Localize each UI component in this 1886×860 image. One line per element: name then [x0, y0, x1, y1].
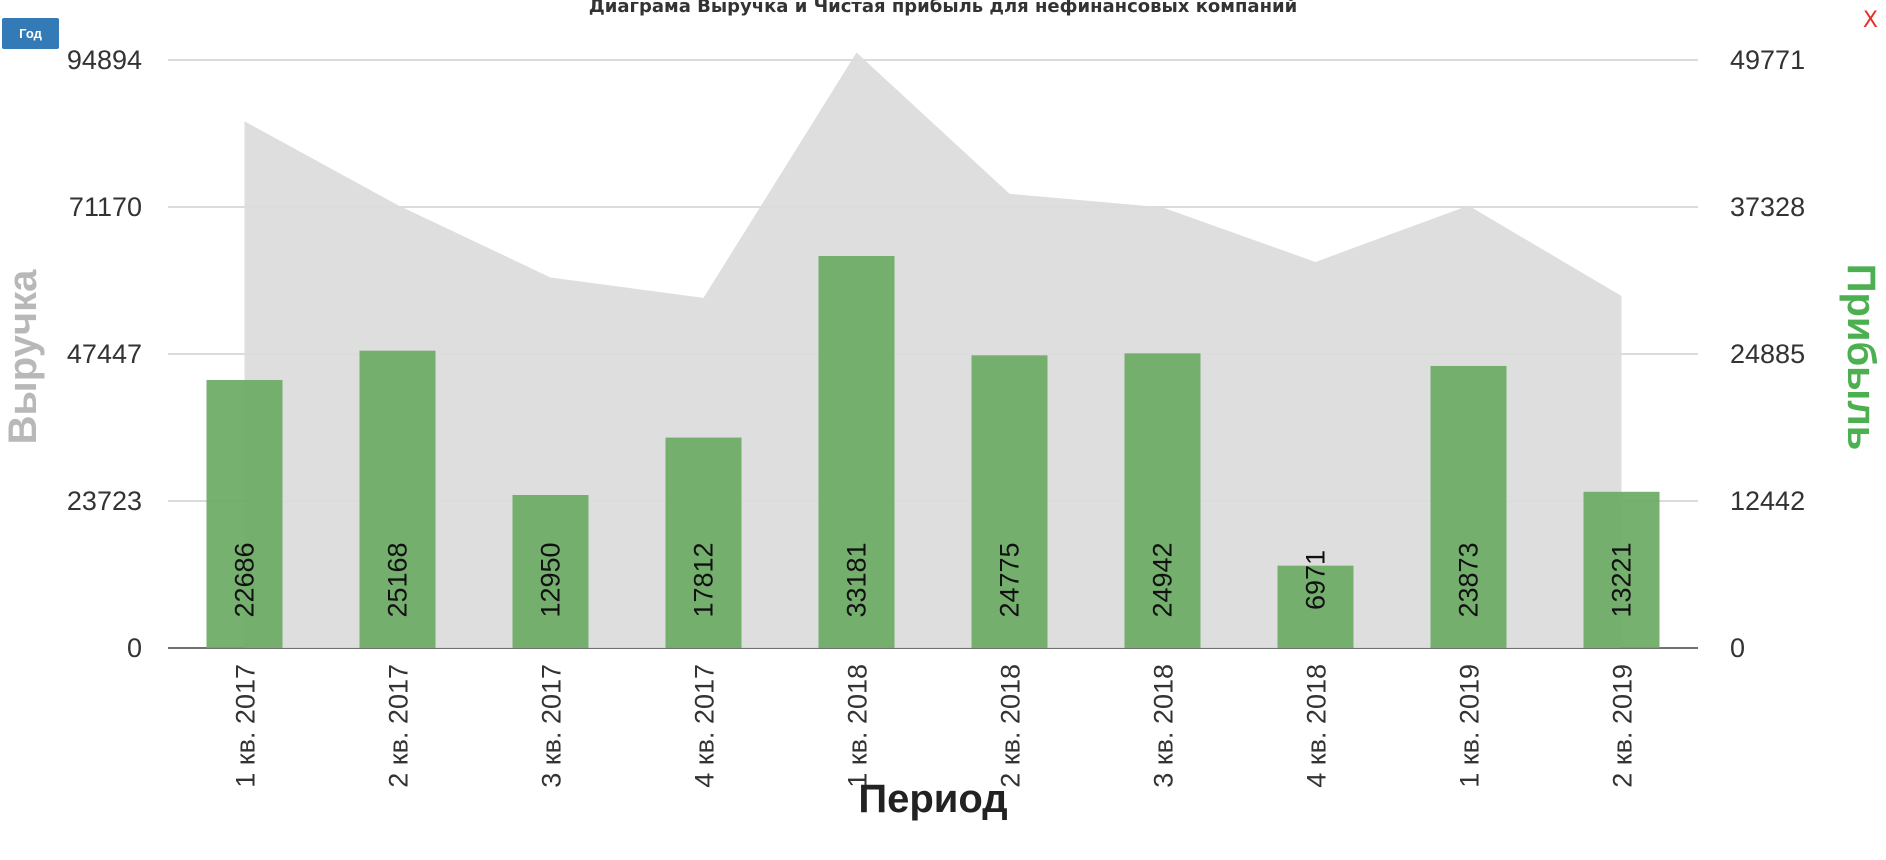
bar-value-label: 24775	[995, 542, 1025, 617]
x-tick-label: 4 кв. 2017	[690, 664, 720, 788]
y-right-tick-label: 0	[1730, 633, 1745, 663]
y-left-tick-label: 94894	[67, 45, 142, 75]
bar-value-label: 25168	[383, 542, 413, 617]
bar-value-label: 6971	[1301, 550, 1331, 610]
profit-bar	[1277, 565, 1354, 648]
y-left-tick-label: 71170	[69, 192, 142, 222]
bar-value-label: 23873	[1454, 542, 1484, 617]
close-icon[interactable]: X	[1862, 8, 1878, 33]
profit-bar	[1124, 353, 1201, 648]
x-tick-label: 1 кв. 2018	[843, 664, 873, 788]
y-right-tick-label: 24885	[1730, 339, 1805, 369]
profit-bar	[665, 437, 742, 648]
revenue-area	[244, 52, 1622, 648]
profit-bar	[359, 350, 436, 648]
bar-value-label: 12950	[536, 542, 566, 617]
profit-bar	[971, 355, 1048, 648]
profit-bar	[1583, 491, 1660, 648]
x-tick-label: 4 кв. 2018	[1302, 664, 1332, 788]
x-tick-label: 1 кв. 2019	[1455, 664, 1485, 788]
chart-title: Диаграма Выручка и Чистая прибыль для не…	[588, 0, 1298, 17]
x-tick-label: 2 кв. 2018	[996, 664, 1026, 788]
x-tick-label: 2 кв. 2019	[1608, 664, 1638, 788]
y-left-tick-label: 47447	[67, 339, 142, 369]
x-axis-title: Период	[858, 777, 1007, 821]
bar-value-label: 24942	[1148, 542, 1178, 617]
bar-value-label: 17812	[689, 542, 719, 617]
x-tick-label: 3 кв. 2017	[537, 664, 567, 788]
y-right-tick-label: 37328	[1730, 192, 1805, 222]
profit-bar	[1430, 365, 1507, 648]
x-tick-label: 3 кв. 2018	[1149, 664, 1179, 788]
bar-value-label: 33181	[842, 542, 872, 617]
profit-bar	[512, 495, 589, 648]
bar-value-label: 13221	[1607, 542, 1637, 617]
y-left-tick-label: 0	[127, 633, 142, 663]
y-right-tick-label: 12442	[1730, 486, 1805, 516]
y-left-axis-title: Выручка	[1, 269, 45, 444]
x-tick-label: 2 кв. 2017	[384, 664, 414, 788]
profit-bar	[206, 379, 283, 648]
year-button[interactable]: Год	[2, 18, 59, 49]
x-tick-label: 1 кв. 2017	[231, 664, 261, 788]
bar-value-label: 22686	[230, 542, 260, 617]
y-left-tick-label: 23723	[67, 486, 142, 516]
profit-bar	[818, 255, 895, 648]
y-right-tick-label: 49771	[1730, 45, 1805, 75]
y-right-axis-title: Прибыль	[1839, 264, 1883, 451]
